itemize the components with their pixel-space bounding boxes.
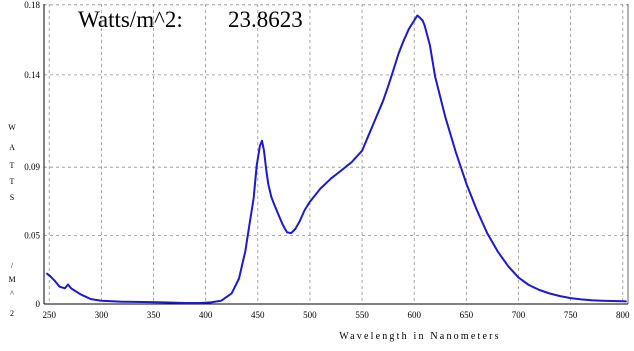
y-axis-title-letter: / bbox=[11, 261, 14, 270]
y-axis-title-letter: 2 bbox=[10, 309, 14, 318]
irradiance-readout-value: 23.8623 bbox=[228, 7, 303, 32]
y-tick-label: 0.14 bbox=[24, 70, 40, 80]
gridlines bbox=[44, 4, 628, 304]
y-tick-label: 0.09 bbox=[24, 162, 40, 172]
x-tick-label: 400 bbox=[199, 310, 213, 320]
x-tick-label: 350 bbox=[147, 310, 161, 320]
tick-labels: 250 300 350 400 450 500 550 600 650 700 750 800 0 0.0… bbox=[24, 0, 630, 320]
y-tick-label: 0 bbox=[36, 299, 41, 309]
irradiance-readout-label: Watts/m^2: bbox=[78, 7, 183, 32]
x-tick-label: 450 bbox=[251, 310, 265, 320]
spectrum-series-line bbox=[46, 14, 627, 304]
x-tick-label: 550 bbox=[355, 310, 369, 320]
y-axis-title-letter: M bbox=[8, 275, 15, 284]
y-tick-label: 0.18 bbox=[24, 0, 40, 10]
x-tick-label: 600 bbox=[407, 310, 421, 320]
x-tick-label: 750 bbox=[564, 310, 578, 320]
y-axis-title-letter: T bbox=[10, 177, 15, 186]
x-tick-label: 800 bbox=[616, 310, 630, 320]
y-axis-title-letter: ^ bbox=[10, 289, 14, 298]
axes bbox=[43, 4, 629, 305]
x-tick-label: 700 bbox=[512, 310, 526, 320]
x-axis-title: Wavelength in Nanometers bbox=[339, 331, 500, 342]
y-axis-title-letter: T bbox=[10, 161, 15, 170]
series-layer bbox=[46, 14, 627, 304]
x-tick-label: 650 bbox=[460, 310, 474, 320]
plot-area-background bbox=[44, 4, 628, 304]
x-tick-label: 500 bbox=[303, 310, 317, 320]
x-tick-label: 250 bbox=[42, 310, 56, 320]
y-tick-label: 0.05 bbox=[24, 231, 40, 241]
y-axis-title-letter: A bbox=[9, 143, 15, 152]
y-axis-title-letter: S bbox=[10, 193, 14, 202]
y-axis-title-letter: W bbox=[8, 123, 16, 132]
x-tick-label: 300 bbox=[95, 310, 109, 320]
